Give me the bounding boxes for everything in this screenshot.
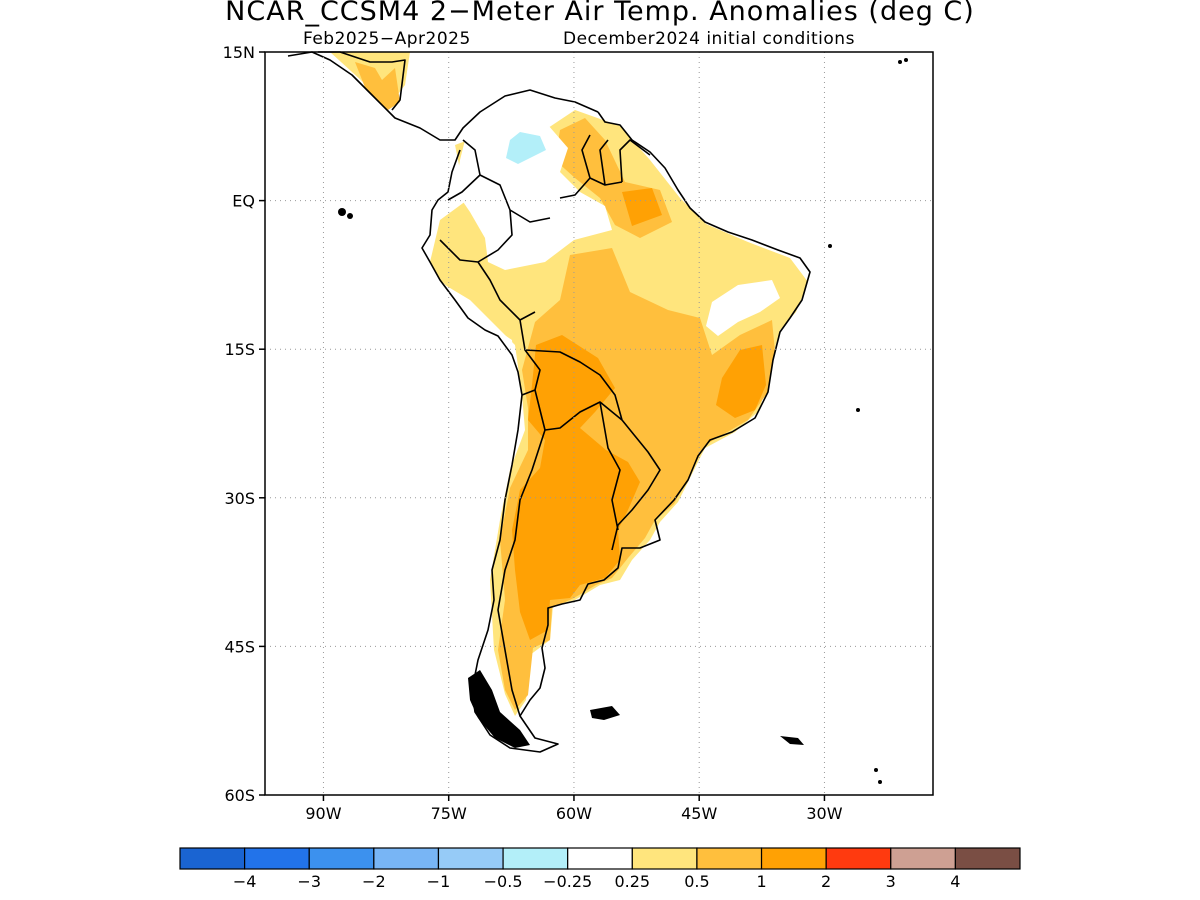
anomaly-region-cool	[506, 132, 546, 164]
colorbar-label: −2	[362, 872, 386, 891]
anomaly-region-high	[716, 345, 766, 418]
island-caribbean	[904, 58, 908, 62]
lat-tick-label: 30S	[224, 489, 255, 508]
south-america-coast	[421, 111, 811, 753]
islands	[338, 58, 908, 784]
anomaly-region-mid	[355, 62, 400, 110]
island-galapagos	[347, 213, 353, 219]
colorbar-label: −3	[297, 872, 321, 891]
island-trindade	[856, 408, 860, 412]
colorbar-swatch	[179, 847, 246, 870]
lon-tick-label: 90W	[305, 804, 341, 823]
anomaly-region-neutral	[455, 118, 612, 270]
lon-tick-label: 45W	[681, 804, 717, 823]
colorbar-swatch	[437, 847, 504, 870]
map-frame	[264, 51, 934, 796]
colorbar-swatch	[825, 847, 892, 870]
colorbar-swatch	[502, 847, 569, 870]
lat-tick-label: 15S	[224, 340, 255, 359]
colorbar-label: 3	[886, 872, 896, 891]
colorbar-swatch	[954, 847, 1021, 870]
coastlines	[287, 51, 811, 753]
colorbar-label: 1	[756, 872, 766, 891]
map-title: NCAR_CCSM4 2−Meter Air Temp. Anomalies (…	[225, 0, 975, 27]
colorbar-label: 2	[821, 872, 831, 891]
island-falklands	[590, 706, 620, 720]
lon-tick-label: 30W	[806, 804, 842, 823]
colorbar-label: 0.5	[684, 872, 709, 891]
anomaly-region-neutral	[706, 280, 780, 336]
country-borders	[439, 134, 661, 717]
island-galapagos	[338, 208, 346, 216]
colorbar-swatch	[567, 847, 633, 870]
colorbar-label: −0.5	[484, 872, 523, 891]
lat-tick-label: 45S	[224, 637, 255, 656]
anomaly-region-neutral	[420, 200, 515, 390]
lat-tick-label: 60S	[224, 786, 255, 805]
colorbar: −4 −3 −2 −1 −0.5 −0.25 0.25 0.5 1 2 3 4	[179, 847, 1021, 891]
colorbar-swatch	[760, 847, 827, 870]
lon-tick-label: 75W	[431, 804, 467, 823]
colorbar-swatch	[890, 847, 956, 870]
colorbar-swatch	[308, 847, 375, 870]
island-south-sandwich	[874, 768, 878, 772]
colorbar-swatch	[631, 847, 698, 870]
lat-tick-label: EQ	[232, 192, 255, 211]
island-fernando	[828, 244, 832, 248]
initial-conditions: December2024 initial conditions	[563, 29, 855, 49]
axis-ticks: 15N EQ 15S 30S 45S 60S 90W 75W 60W 45W 30W	[223, 43, 843, 823]
central-america-coast	[287, 51, 599, 141]
anomaly-fill	[330, 52, 808, 716]
lon-tick-label: 60W	[556, 804, 592, 823]
colorbar-label: −0.25	[543, 872, 592, 891]
anomaly-region-high	[622, 188, 662, 226]
island-south-sandwich	[878, 780, 882, 784]
colorbar-label: 0.25	[614, 872, 650, 891]
island-caribbean	[898, 60, 902, 64]
colorbar-label: −4	[233, 872, 257, 891]
anomaly-region-high	[512, 335, 640, 640]
colorbar-label: −1	[427, 872, 451, 891]
lat-tick-label: 15N	[223, 43, 255, 62]
colorbar-label: 4	[950, 872, 960, 891]
colorbar-swatch	[244, 847, 310, 870]
island-south-georgia	[780, 736, 804, 745]
island-tierra-del-fuego	[468, 670, 530, 748]
colorbar-swatch	[696, 847, 763, 870]
colorbar-swatch	[373, 847, 440, 870]
forecast-period: Feb2025−Apr2025	[303, 29, 471, 49]
